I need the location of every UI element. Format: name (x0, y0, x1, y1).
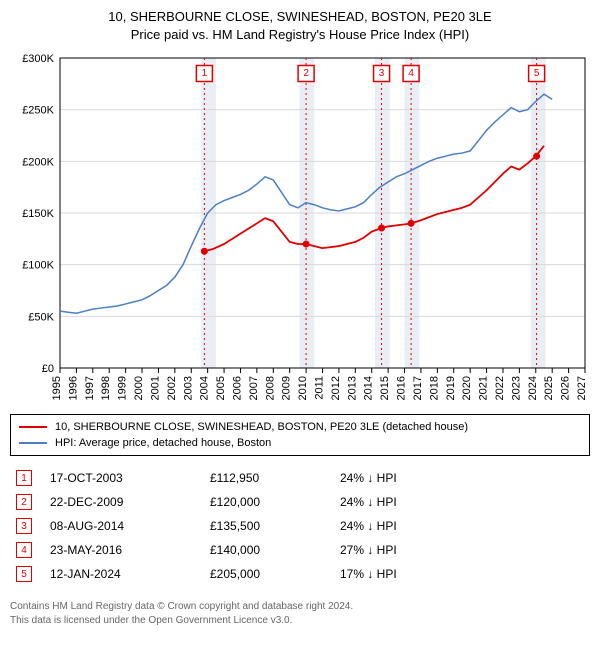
chart-title: 10, SHERBOURNE CLOSE, SWINESHEAD, BOSTON… (10, 8, 590, 44)
svg-text:2003: 2003 (182, 376, 194, 400)
legend-label: HPI: Average price, detached house, Bost… (55, 437, 271, 449)
svg-text:£150K: £150K (22, 208, 54, 220)
svg-text:£0: £0 (42, 363, 54, 375)
transaction-date: 23-MAY-2016 (50, 543, 210, 557)
transaction-price: £135,500 (210, 519, 340, 533)
transaction-marker: 2 (16, 494, 32, 510)
transaction-price: £205,000 (210, 567, 340, 581)
title-line-1: 10, SHERBOURNE CLOSE, SWINESHEAD, BOSTON… (10, 8, 590, 26)
svg-text:2013: 2013 (346, 376, 358, 400)
svg-text:5: 5 (534, 68, 540, 79)
legend-swatch (19, 442, 47, 444)
svg-text:2014: 2014 (363, 376, 375, 400)
svg-text:£300K: £300K (22, 53, 54, 65)
table-row: 5 12-JAN-2024£205,00017% ↓ HPI (10, 562, 590, 586)
footer-attribution: Contains HM Land Registry data © Crown c… (10, 600, 590, 628)
svg-text:3: 3 (379, 68, 385, 79)
svg-text:£50K: £50K (28, 312, 54, 324)
svg-text:2027: 2027 (576, 376, 588, 400)
svg-text:2015: 2015 (379, 376, 391, 400)
transaction-marker: 4 (16, 542, 32, 558)
transaction-date: 08-AUG-2014 (50, 519, 210, 533)
transaction-diff: 27% ↓ HPI (340, 543, 540, 557)
svg-text:2017: 2017 (412, 376, 424, 400)
legend-item: 10, SHERBOURNE CLOSE, SWINESHEAD, BOSTON… (19, 419, 581, 435)
chart-container: 10, SHERBOURNE CLOSE, SWINESHEAD, BOSTON… (0, 0, 600, 638)
line-chart: £0 £50K £100K £150K £200K £250K £300K 1995 1996 1… (10, 48, 590, 408)
svg-text:1998: 1998 (100, 376, 112, 400)
transaction-marker: 5 (16, 566, 32, 582)
svg-text:2007: 2007 (248, 376, 260, 400)
svg-text:1: 1 (202, 68, 208, 79)
svg-text:2024: 2024 (527, 376, 539, 400)
transaction-price: £120,000 (210, 495, 340, 509)
svg-text:2023: 2023 (510, 376, 522, 400)
transaction-diff: 24% ↓ HPI (340, 495, 540, 509)
svg-text:2000: 2000 (133, 376, 145, 400)
svg-text:2008: 2008 (264, 376, 276, 400)
table-row: 2 22-DEC-2009£120,00024% ↓ HPI (10, 490, 590, 514)
svg-text:2025: 2025 (543, 376, 555, 400)
transaction-diff: 24% ↓ HPI (340, 519, 540, 533)
legend: 10, SHERBOURNE CLOSE, SWINESHEAD, BOSTON… (10, 414, 590, 456)
svg-text:2010: 2010 (297, 376, 309, 400)
transaction-price: £140,000 (210, 543, 340, 557)
title-line-2: Price paid vs. HM Land Registry's House … (10, 26, 590, 44)
table-row: 3 08-AUG-2014£135,50024% ↓ HPI (10, 514, 590, 538)
svg-text:2012: 2012 (330, 376, 342, 400)
svg-text:2018: 2018 (428, 376, 440, 400)
svg-text:2001: 2001 (149, 376, 161, 400)
svg-text:2009: 2009 (281, 376, 293, 400)
svg-text:£250K: £250K (22, 105, 54, 117)
chart-svg: £0 £50K £100K £150K £200K £250K £300K 1995 1996 1… (10, 48, 590, 408)
svg-text:2016: 2016 (396, 376, 408, 400)
svg-text:1999: 1999 (117, 376, 129, 400)
svg-text:2022: 2022 (494, 376, 506, 400)
transaction-diff: 24% ↓ HPI (340, 471, 540, 485)
svg-text:£100K: £100K (22, 260, 54, 272)
svg-text:2020: 2020 (461, 376, 473, 400)
footer-line-1: Contains HM Land Registry data © Crown c… (10, 600, 590, 614)
transaction-date: 22-DEC-2009 (50, 495, 210, 509)
table-row: 1 17-OCT-2003£112,95024% ↓ HPI (10, 466, 590, 490)
svg-text:2004: 2004 (199, 376, 211, 400)
transaction-price: £112,950 (210, 471, 340, 485)
svg-text:1997: 1997 (84, 376, 96, 400)
footer-line-2: This data is licensed under the Open Gov… (10, 614, 590, 628)
svg-text:2002: 2002 (166, 376, 178, 400)
legend-item: HPI: Average price, detached house, Bost… (19, 435, 581, 451)
transaction-date: 12-JAN-2024 (50, 567, 210, 581)
legend-label: 10, SHERBOURNE CLOSE, SWINESHEAD, BOSTON… (55, 421, 468, 433)
svg-text:2005: 2005 (215, 376, 227, 400)
svg-text:4: 4 (408, 68, 414, 79)
transaction-marker: 1 (16, 470, 32, 486)
svg-text:2006: 2006 (231, 376, 243, 400)
svg-text:2: 2 (303, 68, 309, 79)
svg-text:1995: 1995 (51, 376, 63, 400)
transaction-table: 117-OCT-2003£112,95024% ↓ HPI222-DEC-200… (10, 466, 590, 586)
svg-text:£200K: £200K (22, 157, 54, 169)
transaction-date: 17-OCT-2003 (50, 471, 210, 485)
svg-text:2019: 2019 (445, 376, 457, 400)
transaction-marker: 3 (16, 518, 32, 534)
table-row: 4 23-MAY-2016£140,00027% ↓ HPI (10, 538, 590, 562)
svg-text:2026: 2026 (560, 376, 572, 400)
svg-text:1996: 1996 (67, 376, 79, 400)
svg-text:2011: 2011 (314, 376, 326, 400)
legend-swatch (19, 426, 47, 428)
svg-text:2021: 2021 (478, 376, 490, 400)
transaction-diff: 17% ↓ HPI (340, 567, 540, 581)
